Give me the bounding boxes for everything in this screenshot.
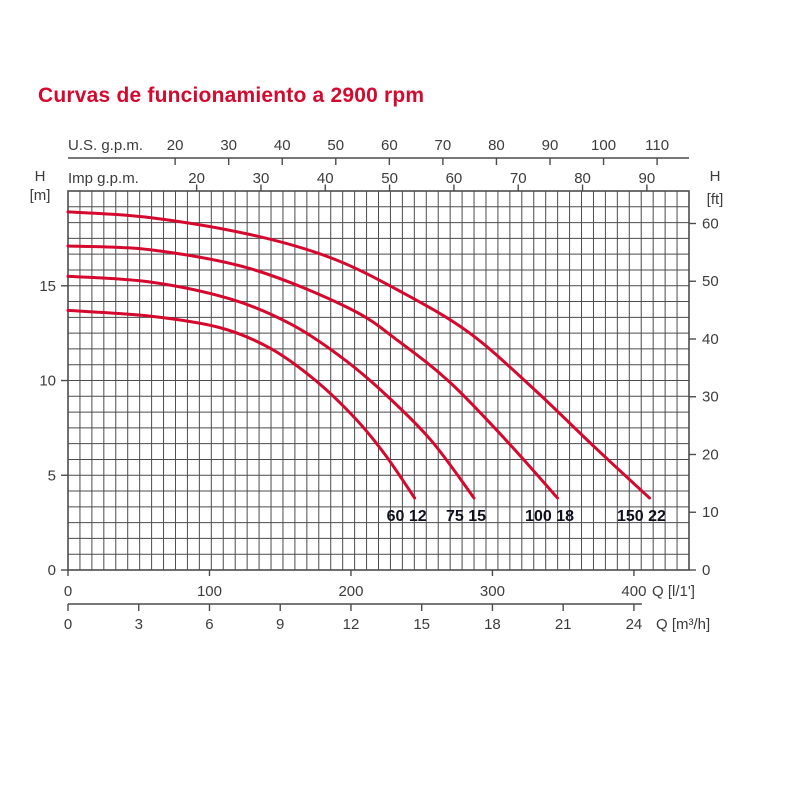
axis-tick-label: 18: [484, 616, 501, 633]
axis-tick-label: 10: [702, 504, 719, 521]
axis-left-h-m: H [m] 0 5 10 15: [30, 168, 68, 579]
axis-left-unit: [m]: [30, 187, 51, 204]
axis-tick-label: 0: [64, 616, 72, 633]
axis-right-h-ft: H [ft] 0 10 20 30 40 50 60: [689, 168, 723, 579]
axis-tick-label: 60: [702, 215, 719, 232]
curve-label: 100 18: [525, 508, 574, 525]
axis-tick-label: 70: [435, 137, 452, 154]
axis-tick-label: 30: [220, 137, 237, 154]
axis-bottom-m3h-label: Q [m³/h]: [656, 616, 710, 633]
axis-right-unit: [ft]: [707, 191, 724, 208]
axis-tick-label: 30: [253, 170, 270, 187]
axis-tick-label: 21: [555, 616, 572, 633]
axis-tick-label: 40: [702, 331, 719, 348]
axis-tick-label: 10: [39, 373, 56, 390]
axis-tick-label: 30: [702, 389, 719, 406]
axis-top-us-label: U.S. g.p.m.: [68, 137, 143, 154]
axis-tick-label: 80: [574, 170, 591, 187]
pump-curves: [66, 210, 651, 500]
axis-tick-label: 400: [621, 583, 646, 600]
axis-bottom-lmin: 0 100 200 300 400 Q [l/1']: [64, 570, 695, 600]
curve-label: 75 15: [446, 508, 486, 525]
axis-tick-label: 40: [317, 170, 334, 187]
axis-tick-label: 100: [591, 137, 616, 154]
axis-tick-label: 90: [639, 170, 656, 187]
axis-tick-label: 0: [48, 562, 56, 579]
axis-tick-label: 24: [626, 616, 643, 633]
axis-tick-label: 50: [702, 273, 719, 290]
axis-tick-label: 80: [488, 137, 505, 154]
axis-right-title: H: [710, 168, 721, 185]
axis-tick-label: 40: [274, 137, 291, 154]
axis-tick-label: 60: [381, 137, 398, 154]
axis-tick-label: 9: [276, 616, 284, 633]
axis-tick-label: 0: [702, 562, 710, 579]
pump-curve-150-22: [66, 210, 651, 500]
axis-tick-label: 15: [413, 616, 430, 633]
axis-bottom-m3h: 0 3 6 9 12 15 18 21 24 Q [m³/h]: [64, 603, 710, 633]
axis-top-imp-gpm: Imp g.p.m. 20 30 40 50 60 70 80 90: [68, 170, 655, 191]
curve-label: 60 12: [387, 508, 427, 525]
pump-curve-100-18: [66, 244, 559, 500]
axis-left-title: H: [35, 168, 46, 185]
axis-tick-label: 5: [48, 467, 56, 484]
pump-curve-60-12: [66, 308, 417, 500]
axis-tick-label: 50: [327, 137, 344, 154]
axis-tick-label: 70: [510, 170, 527, 187]
axis-tick-label: 110: [645, 137, 669, 154]
pump-curve-75-15: [66, 274, 476, 500]
axis-tick-label: 15: [39, 278, 56, 295]
page-title: Curvas de funcionamiento a 2900 rpm: [38, 84, 425, 107]
axis-tick-label: 100: [197, 583, 222, 600]
axis-tick-label: 0: [64, 583, 72, 600]
axis-tick-label: 50: [381, 170, 398, 187]
axis-tick-label: 200: [338, 583, 363, 600]
axis-tick-label: 20: [702, 446, 719, 463]
curve-label: 150 22: [617, 508, 666, 525]
axis-top-us-gpm: U.S. g.p.m. 20 30 40 50 60 70 80 90 100 110: [68, 137, 689, 165]
axis-tick-label: 300: [480, 583, 505, 600]
axis-tick-label: 60: [446, 170, 463, 187]
axis-top-imp-label: Imp g.p.m.: [68, 170, 139, 187]
axis-tick-label: 12: [343, 616, 360, 633]
axis-bottom-lmin-label: Q [l/1']: [652, 583, 695, 600]
curve-labels: 150 22 100 18 75 15 60 12: [387, 508, 666, 525]
axis-tick-label: 6: [205, 616, 213, 633]
axis-tick-label: 20: [167, 137, 184, 154]
axis-tick-label: 3: [135, 616, 143, 633]
axis-tick-label: 90: [542, 137, 559, 154]
axis-tick-label: 20: [188, 170, 205, 187]
plot-grid: [67, 190, 690, 571]
